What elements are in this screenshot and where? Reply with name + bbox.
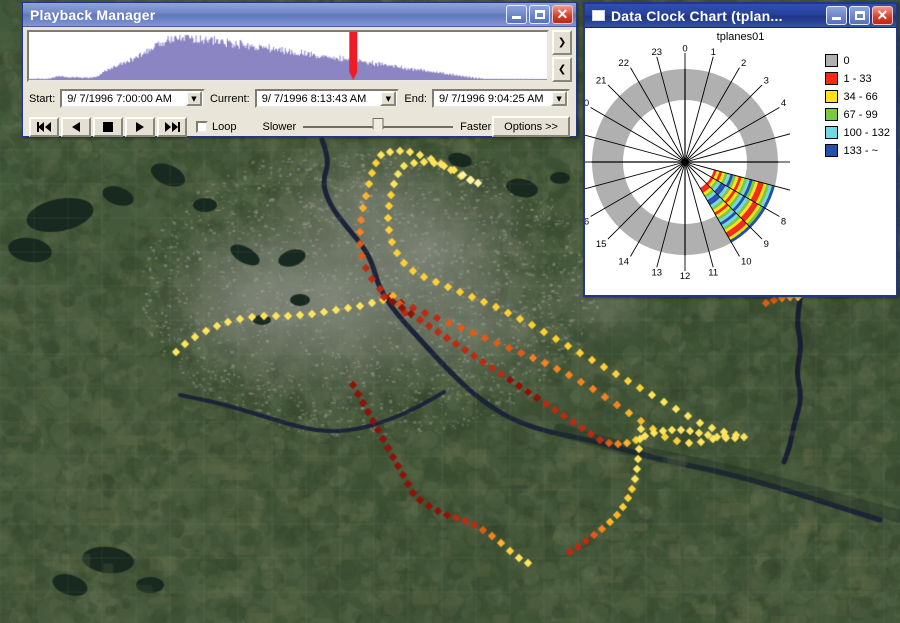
- skip-forward-icon[interactable]: [157, 116, 187, 137]
- timeline-histogram[interactable]: [27, 30, 550, 82]
- end-datetime-combo[interactable]: 9/ 7/1996 9:04:25 AM ▼: [432, 89, 571, 108]
- step-back-icon[interactable]: [61, 116, 91, 137]
- legend-item: 0: [824, 54, 890, 67]
- speed-faster-label: Faster: [460, 120, 492, 133]
- transport-row: Loop Slower Faster Options >>: [27, 116, 572, 137]
- svg-text:0: 0: [682, 44, 687, 55]
- loop-checkbox[interactable]: [196, 120, 208, 133]
- svg-text:13: 13: [651, 267, 662, 278]
- svg-text:4: 4: [781, 98, 786, 109]
- speed-control: Slower Faster: [262, 117, 492, 136]
- svg-text:15: 15: [596, 239, 607, 250]
- legend-label: 67 - 99: [843, 108, 878, 121]
- svg-text:1: 1: [711, 47, 716, 58]
- minimize-button[interactable]: [826, 6, 847, 25]
- data-clock-plot[interactable]: 01234567891011121314151617181920212223: [585, 42, 790, 294]
- svg-text:16: 16: [585, 217, 589, 228]
- chart-window-icon: [592, 10, 605, 21]
- time-fields-row: Start: 9/ 7/1996 7:00:00 AM ▼ Current: 9…: [27, 89, 572, 108]
- close-button[interactable]: ✕: [872, 6, 893, 25]
- legend-item: 67 - 99: [824, 108, 890, 121]
- loop-control[interactable]: Loop: [196, 120, 237, 133]
- timeline-histogram-row: ❯ ❮: [27, 30, 572, 82]
- legend-label: 0: [843, 54, 850, 67]
- skip-back-icon[interactable]: [29, 116, 59, 137]
- speed-slider[interactable]: [303, 117, 454, 136]
- legend-swatch: [824, 126, 838, 139]
- svg-text:9: 9: [764, 239, 769, 250]
- legend-label: 133 - ~: [843, 144, 879, 157]
- data-clock-chart-window: Data Clock Chart (tplan... ✕ tplanes01 0…: [583, 2, 898, 297]
- legend-label: 1 - 33: [843, 72, 872, 85]
- histogram-canvas[interactable]: [29, 32, 548, 80]
- speed-slower-label: Slower: [262, 120, 297, 133]
- svg-text:2: 2: [741, 58, 746, 69]
- legend-swatch: [824, 72, 838, 85]
- legend-swatch: [824, 54, 838, 67]
- chevron-down-icon[interactable]: ▼: [551, 91, 568, 106]
- svg-text:12: 12: [680, 271, 691, 282]
- clock-plot-title: tplanes01: [716, 31, 765, 43]
- playback-titlebar[interactable]: Playback Manager ✕: [23, 3, 576, 27]
- playback-body: ❯ ❮ Start: 9/ 7/1996 7:00:00 AM ▼ Curren…: [23, 27, 576, 141]
- playback-window-buttons: ✕: [506, 5, 573, 24]
- svg-text:21: 21: [596, 75, 607, 86]
- close-button[interactable]: ✕: [552, 5, 573, 24]
- legend-item: 1 - 33: [824, 72, 890, 85]
- legend-label: 100 - 132: [843, 126, 890, 139]
- timeline-scroll-buttons: ❯ ❮: [552, 30, 572, 82]
- legend-item: 34 - 66: [824, 90, 890, 103]
- playback-title: Playback Manager: [30, 6, 156, 23]
- maximize-button[interactable]: [849, 6, 870, 25]
- current-label: Current:: [209, 92, 250, 105]
- chevron-down-icon[interactable]: ▼: [185, 91, 202, 106]
- start-label: Start:: [29, 92, 56, 105]
- playback-manager-window: Playback Manager ✕ ❯ ❮ Start: 9/: [22, 2, 577, 137]
- options-button[interactable]: Options >>: [492, 116, 570, 137]
- svg-text:20: 20: [585, 98, 589, 109]
- start-datetime-combo[interactable]: 9/ 7/1996 7:00:00 AM ▼: [60, 89, 205, 108]
- clock-chart-body: tplanes01 012345678910111213141516171819…: [585, 28, 896, 295]
- svg-text:10: 10: [741, 256, 752, 267]
- speed-slider-thumb[interactable]: [372, 117, 384, 136]
- end-datetime-value: 9/ 7/1996 9:04:25 AM: [439, 92, 544, 105]
- start-datetime-value: 9/ 7/1996 7:00:00 AM: [67, 92, 172, 105]
- maximize-button[interactable]: [529, 5, 550, 24]
- stop-icon[interactable]: [93, 116, 123, 137]
- minimize-button[interactable]: [506, 5, 527, 24]
- clock-window-buttons: ✕: [826, 6, 893, 25]
- current-datetime-value: 9/ 7/1996 8:13:43 AM: [261, 92, 367, 105]
- legend-item: 133 - ~: [824, 144, 890, 157]
- clock-titlebar[interactable]: Data Clock Chart (tplan... ✕: [585, 4, 896, 28]
- svg-text:3: 3: [764, 75, 769, 86]
- svg-text:11: 11: [708, 267, 718, 278]
- end-label: End:: [404, 92, 427, 105]
- legend-swatch: [824, 144, 838, 157]
- clock-title: Data Clock Chart (tplan...: [611, 7, 783, 24]
- loop-label: Loop: [212, 120, 237, 133]
- clock-legend: 0 1 - 33 34 - 66 67 - 99 100 - 132 133 - ~: [824, 54, 890, 157]
- legend-swatch: [824, 108, 838, 121]
- svg-text:22: 22: [618, 58, 629, 69]
- scroll-back-icon[interactable]: ❮: [552, 57, 572, 82]
- current-datetime-combo[interactable]: 9/ 7/1996 8:13:43 AM ▼: [254, 89, 400, 108]
- scroll-forward-icon[interactable]: ❯: [552, 30, 572, 55]
- transport-controls: [29, 116, 187, 137]
- legend-label: 34 - 66: [843, 90, 878, 103]
- chevron-down-icon[interactable]: ▼: [380, 91, 397, 106]
- svg-text:23: 23: [651, 47, 662, 58]
- legend-item: 100 - 132: [824, 126, 890, 139]
- play-icon[interactable]: [125, 116, 155, 137]
- legend-swatch: [824, 90, 838, 103]
- svg-text:8: 8: [781, 217, 786, 228]
- svg-text:14: 14: [618, 256, 629, 267]
